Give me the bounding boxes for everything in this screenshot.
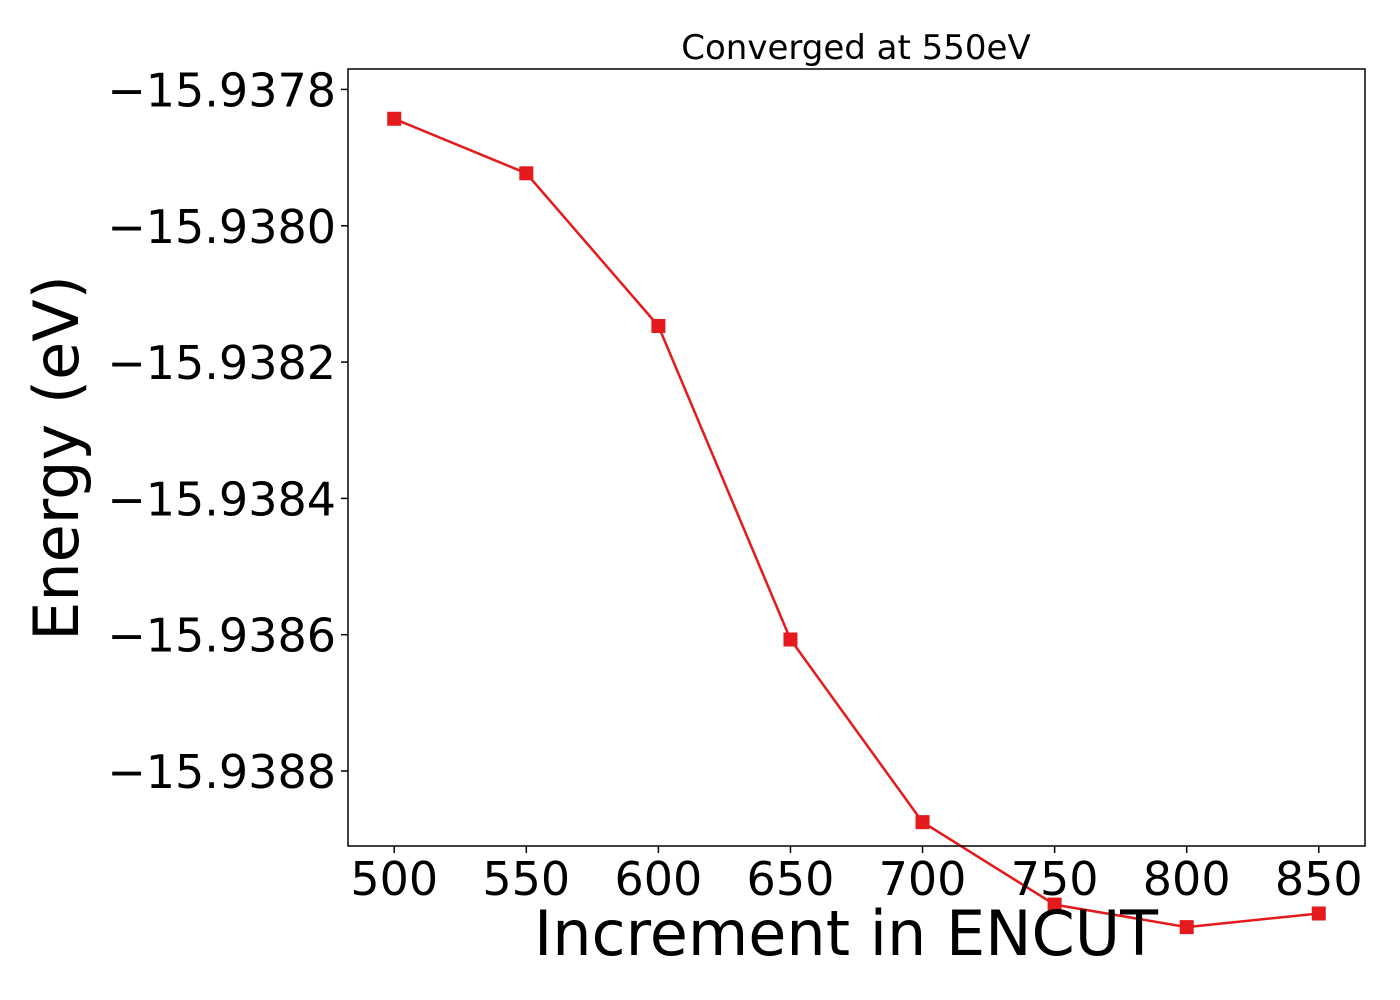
data-point xyxy=(651,318,666,333)
x-tick-label: 750 xyxy=(1011,852,1099,906)
chart-title: Converged at 550eV xyxy=(681,28,1030,68)
data-point xyxy=(1047,897,1062,912)
x-tick-label: 500 xyxy=(350,852,438,906)
data-point xyxy=(915,815,930,830)
data-point xyxy=(519,166,534,181)
x-axis-title: Increment in ENCUT xyxy=(534,897,1159,970)
x-tick-label: 850 xyxy=(1275,852,1363,906)
data-point xyxy=(1311,906,1326,921)
y-axis: −15.9378 −15.9380 −15.9382 −15.9384 −15.9386… xyxy=(107,63,348,799)
series-line xyxy=(393,117,1319,929)
x-axis: 500 550 600 650 700 750 800 850 xyxy=(350,846,1363,906)
plot-area xyxy=(387,111,1326,935)
x-tick-label: 700 xyxy=(879,852,967,906)
x-tick-label: 800 xyxy=(1143,852,1231,906)
x-tick-label: 600 xyxy=(614,852,702,906)
y-tick-label: −15.9380 xyxy=(107,200,336,254)
y-tick-label: −15.9386 xyxy=(107,609,336,663)
plot-frame xyxy=(347,68,1366,847)
x-tick-label: 650 xyxy=(747,852,835,906)
y-tick-label: −15.9378 xyxy=(107,63,336,117)
x-tick-label: 550 xyxy=(482,852,570,906)
data-point xyxy=(1179,920,1194,935)
y-tick-label: −15.9388 xyxy=(107,745,336,799)
data-point xyxy=(783,632,798,647)
y-tick-label: −15.9384 xyxy=(107,472,336,526)
y-tick-label: −15.9382 xyxy=(107,336,336,390)
y-axis-title: Energy (eV) xyxy=(20,275,93,641)
data-point xyxy=(387,111,402,126)
